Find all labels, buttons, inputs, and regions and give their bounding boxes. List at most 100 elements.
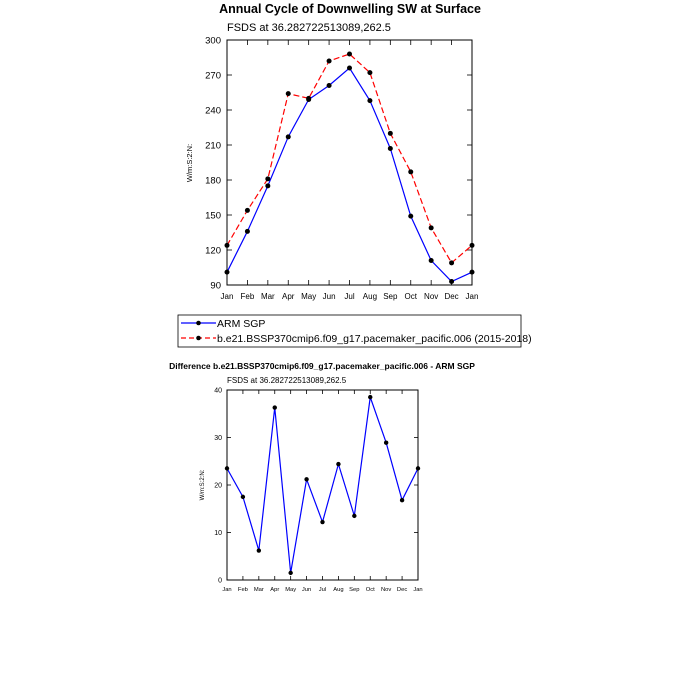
- data-point: [244, 207, 250, 213]
- x-tick-label: Apr: [270, 587, 279, 593]
- x-tick-label: Mar: [261, 292, 275, 301]
- y-tick-label: 90: [210, 280, 221, 291]
- chart-subtitle: FSDS at 36.282722513089,262.5: [227, 376, 347, 385]
- x-tick-label: Jun: [323, 292, 336, 301]
- legend-marker-model: [196, 335, 201, 341]
- data-point: [326, 83, 332, 88]
- y-ticks: 90 120 150 180 210 240 270 300: [205, 35, 472, 291]
- y-tick-label: 150: [205, 210, 221, 221]
- x-tick-label: Feb: [241, 292, 255, 301]
- x-tick-label: Nov: [381, 587, 391, 593]
- x-tick-label: Dec: [397, 587, 407, 593]
- data-point: [387, 146, 393, 151]
- y-axis-label: W/m:S:2:N:: [185, 144, 194, 182]
- x-tick-label: Jan: [221, 292, 234, 301]
- data-point: [367, 98, 373, 104]
- data-point: [415, 466, 421, 471]
- series-line-1: [226, 53, 473, 264]
- data-point: [347, 65, 352, 71]
- data-point: [306, 95, 312, 101]
- y-axis-label: W/m:S:2:N:: [200, 469, 206, 500]
- x-tick-label: Jan: [413, 587, 422, 593]
- data-point: [469, 242, 475, 248]
- x-tick-label: May: [285, 587, 296, 593]
- legend-label-arm: ARM SGP: [217, 318, 265, 330]
- x-tick-label: Aug: [363, 292, 377, 301]
- x-tick-label: Dec: [444, 292, 458, 301]
- legend-box: [177, 314, 522, 348]
- data-point: [368, 394, 373, 400]
- data-point: [285, 134, 291, 140]
- x-tick-label: Oct: [366, 587, 375, 593]
- y-tick-label: 40: [214, 387, 222, 394]
- x-tick-label: Jan: [466, 292, 479, 301]
- chart-subtitle: FSDS at 36.282722513089,262.5: [227, 22, 391, 34]
- y-tick-label: 300: [205, 35, 221, 46]
- data-point: [408, 169, 414, 175]
- data-point: [387, 130, 393, 136]
- x-tick-label: Sep: [349, 587, 359, 593]
- x-tick-label: Oct: [405, 292, 418, 301]
- data-point: [224, 466, 230, 471]
- y-tick-label: 30: [214, 435, 222, 442]
- plot-frame: [226, 39, 473, 286]
- data-point: [449, 279, 455, 284]
- y-tick-label: 10: [214, 530, 222, 537]
- data-point: [320, 519, 325, 525]
- legend-marker-arm: [196, 320, 201, 326]
- data-point: [326, 58, 332, 64]
- data-point: [367, 70, 373, 76]
- data-point: [224, 269, 230, 275]
- y-tick-label: 240: [205, 105, 221, 116]
- x-tick-label: Aug: [333, 587, 343, 593]
- x-tick-label: Feb: [238, 587, 248, 593]
- y-tick-label: 210: [205, 140, 221, 151]
- data-point: [469, 269, 475, 275]
- y-tick-label: 20: [214, 482, 222, 489]
- series-layer: [224, 51, 475, 284]
- x-tick-label: Mar: [254, 587, 264, 593]
- x-tick-label: Apr: [282, 292, 295, 301]
- data-point: [256, 548, 262, 553]
- data-point: [383, 440, 389, 445]
- data-point: [265, 176, 271, 182]
- data-point: [285, 91, 291, 97]
- x-tick-label: Jun: [302, 587, 311, 593]
- x-tick-label: Sep: [383, 292, 398, 301]
- y-tick-label: 270: [205, 70, 221, 81]
- data-point: [224, 242, 230, 248]
- x-tick-label: Nov: [424, 292, 438, 301]
- data-point: [265, 183, 271, 189]
- series-line-0: [226, 396, 419, 573]
- chart-title: Annual Cycle of Downwelling SW at Surfac…: [219, 2, 481, 16]
- series-layer: [224, 394, 421, 576]
- data-point: [272, 405, 277, 410]
- data-point: [288, 570, 293, 576]
- series-line-0: [226, 67, 473, 283]
- data-point: [449, 260, 455, 266]
- data-point: [428, 225, 434, 231]
- plot-frame: [226, 389, 419, 581]
- data-point: [336, 461, 341, 467]
- data-point: [428, 258, 434, 263]
- y-tick-label: 180: [205, 175, 221, 186]
- x-ticks: Jan Feb Mar Apr May Jun Jul Aug Sep Oct Nov Dec Jan: [222, 390, 423, 593]
- data-point: [347, 51, 352, 57]
- data-point: [399, 498, 405, 503]
- x-tick-label: Jan: [222, 587, 231, 593]
- annual-cycle-chart: Annual Cycle of Downwelling SW at Surfac…: [177, 2, 532, 348]
- data-point: [352, 513, 357, 519]
- y-ticks: 0 10 20 30 40: [214, 387, 418, 584]
- y-tick-label: 0: [218, 577, 222, 584]
- data-point: [240, 494, 246, 500]
- difference-chart: Difference b.e21.BSSP370cmip6.f09_g17.pa…: [169, 361, 475, 593]
- x-tick-label: Jul: [344, 292, 354, 301]
- x-ticks: Jan Feb Mar Apr May Jun Jul Aug Sep Oct Nov Dec Jan: [221, 40, 479, 301]
- data-point: [408, 213, 414, 219]
- data-point: [244, 228, 250, 234]
- x-tick-label: Jul: [319, 587, 326, 593]
- data-point: [304, 477, 309, 482]
- legend: ARM SGP b.e21.BSSP370cmip6.f09_g17.pacem…: [177, 314, 532, 348]
- x-tick-label: May: [301, 292, 316, 301]
